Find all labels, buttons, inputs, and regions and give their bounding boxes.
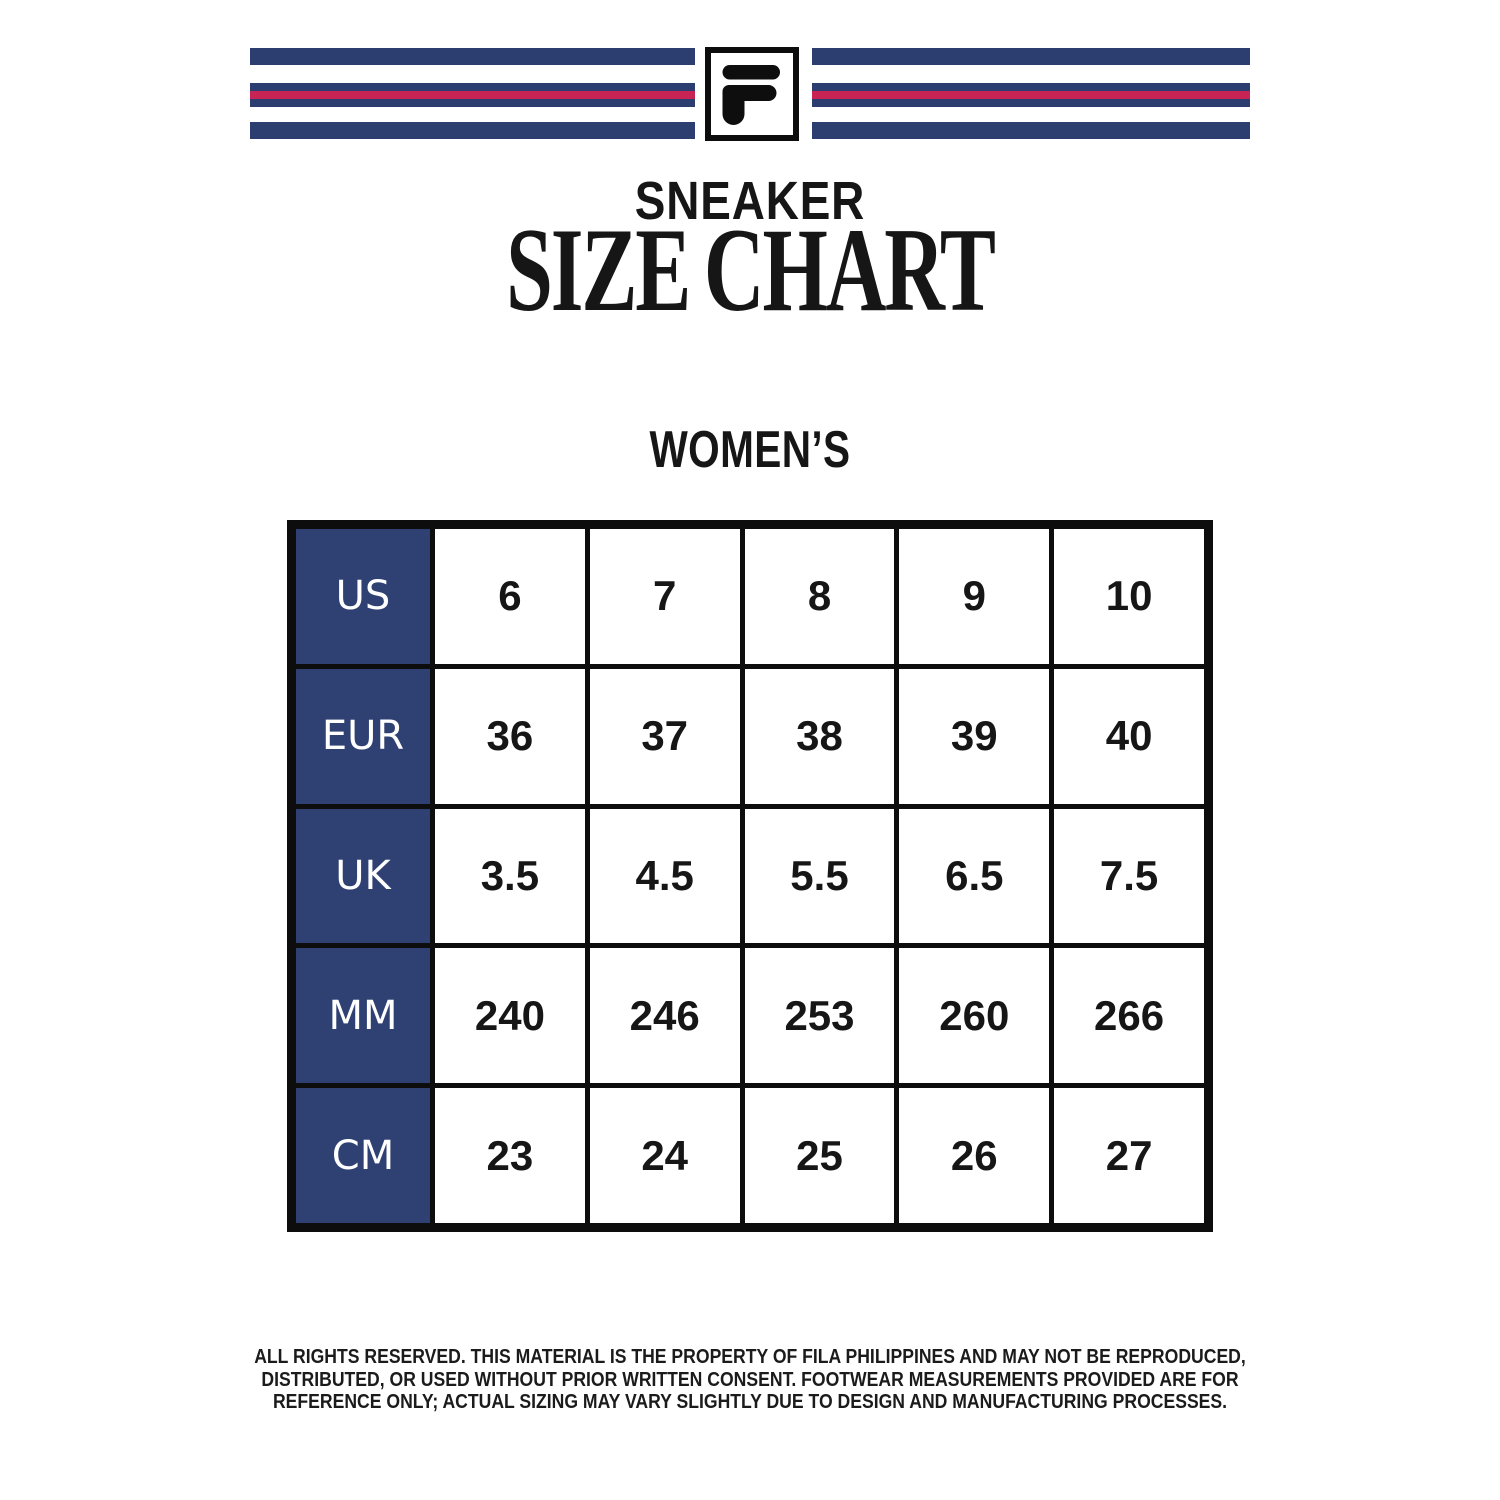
size-cell-cm-5: 27 [1054, 1088, 1204, 1223]
disclaimer-text: ALL RIGHTS RESERVED. THIS MATERIAL IS TH… [254, 1346, 1246, 1413]
size-cell-us-2: 7 [589, 529, 740, 664]
size-cell-mm-2: 246 [589, 948, 740, 1084]
size-cell-us-1: 6 [435, 529, 585, 664]
size-cell-mm-1: 240 [435, 948, 585, 1084]
stripe-band [812, 122, 1250, 139]
size-cell-uk-3: 5.5 [744, 808, 895, 944]
page-title: SIZE CHART [506, 203, 996, 336]
size-cell-eur-2: 37 [589, 668, 740, 804]
size-cell-us-4: 9 [899, 529, 1050, 664]
stripe-band [250, 122, 695, 139]
size-cell-cm-1: 23 [435, 1088, 585, 1223]
size-cell-cm-4: 26 [899, 1088, 1050, 1223]
size-cell-uk-4: 6.5 [899, 808, 1050, 944]
stripe-band-red [812, 83, 1250, 107]
fila-logo [705, 47, 799, 141]
size-cell-cm-2: 24 [589, 1088, 740, 1223]
size-cell-us-3: 8 [744, 529, 895, 664]
size-cell-cm-3: 25 [744, 1088, 895, 1223]
stripe-band-red [250, 83, 695, 107]
size-cell-eur-4: 39 [899, 668, 1050, 804]
subtitle: SNEAKER [634, 171, 866, 231]
size-cell-eur-5: 40 [1054, 668, 1204, 804]
brand-stripes-right [812, 48, 1250, 140]
row-label-eur: EUR [296, 668, 430, 804]
size-cell-uk-5: 7.5 [1054, 808, 1204, 944]
size-table: US 6 7 8 9 10 EUR 36 37 38 39 40 UK 3.5 … [287, 520, 1213, 1232]
size-cell-uk-1: 3.5 [435, 808, 585, 944]
size-cell-mm-5: 266 [1054, 948, 1204, 1084]
row-label-cm: CM [296, 1088, 430, 1223]
size-cell-mm-4: 260 [899, 948, 1050, 1084]
size-cell-eur-1: 36 [435, 668, 585, 804]
section-title: WOMEN’S [649, 421, 851, 479]
stripe-band [812, 48, 1250, 65]
size-cell-mm-3: 253 [744, 948, 895, 1084]
fila-f-icon [722, 65, 780, 125]
size-cell-us-5: 10 [1054, 529, 1204, 664]
row-label-us: US [296, 529, 430, 664]
size-cell-uk-2: 4.5 [589, 808, 740, 944]
row-label-mm: MM [296, 948, 430, 1084]
size-cell-eur-3: 38 [744, 668, 895, 804]
brand-stripes-left [250, 48, 695, 140]
row-label-uk: UK [296, 808, 430, 944]
stripe-band [250, 48, 695, 65]
